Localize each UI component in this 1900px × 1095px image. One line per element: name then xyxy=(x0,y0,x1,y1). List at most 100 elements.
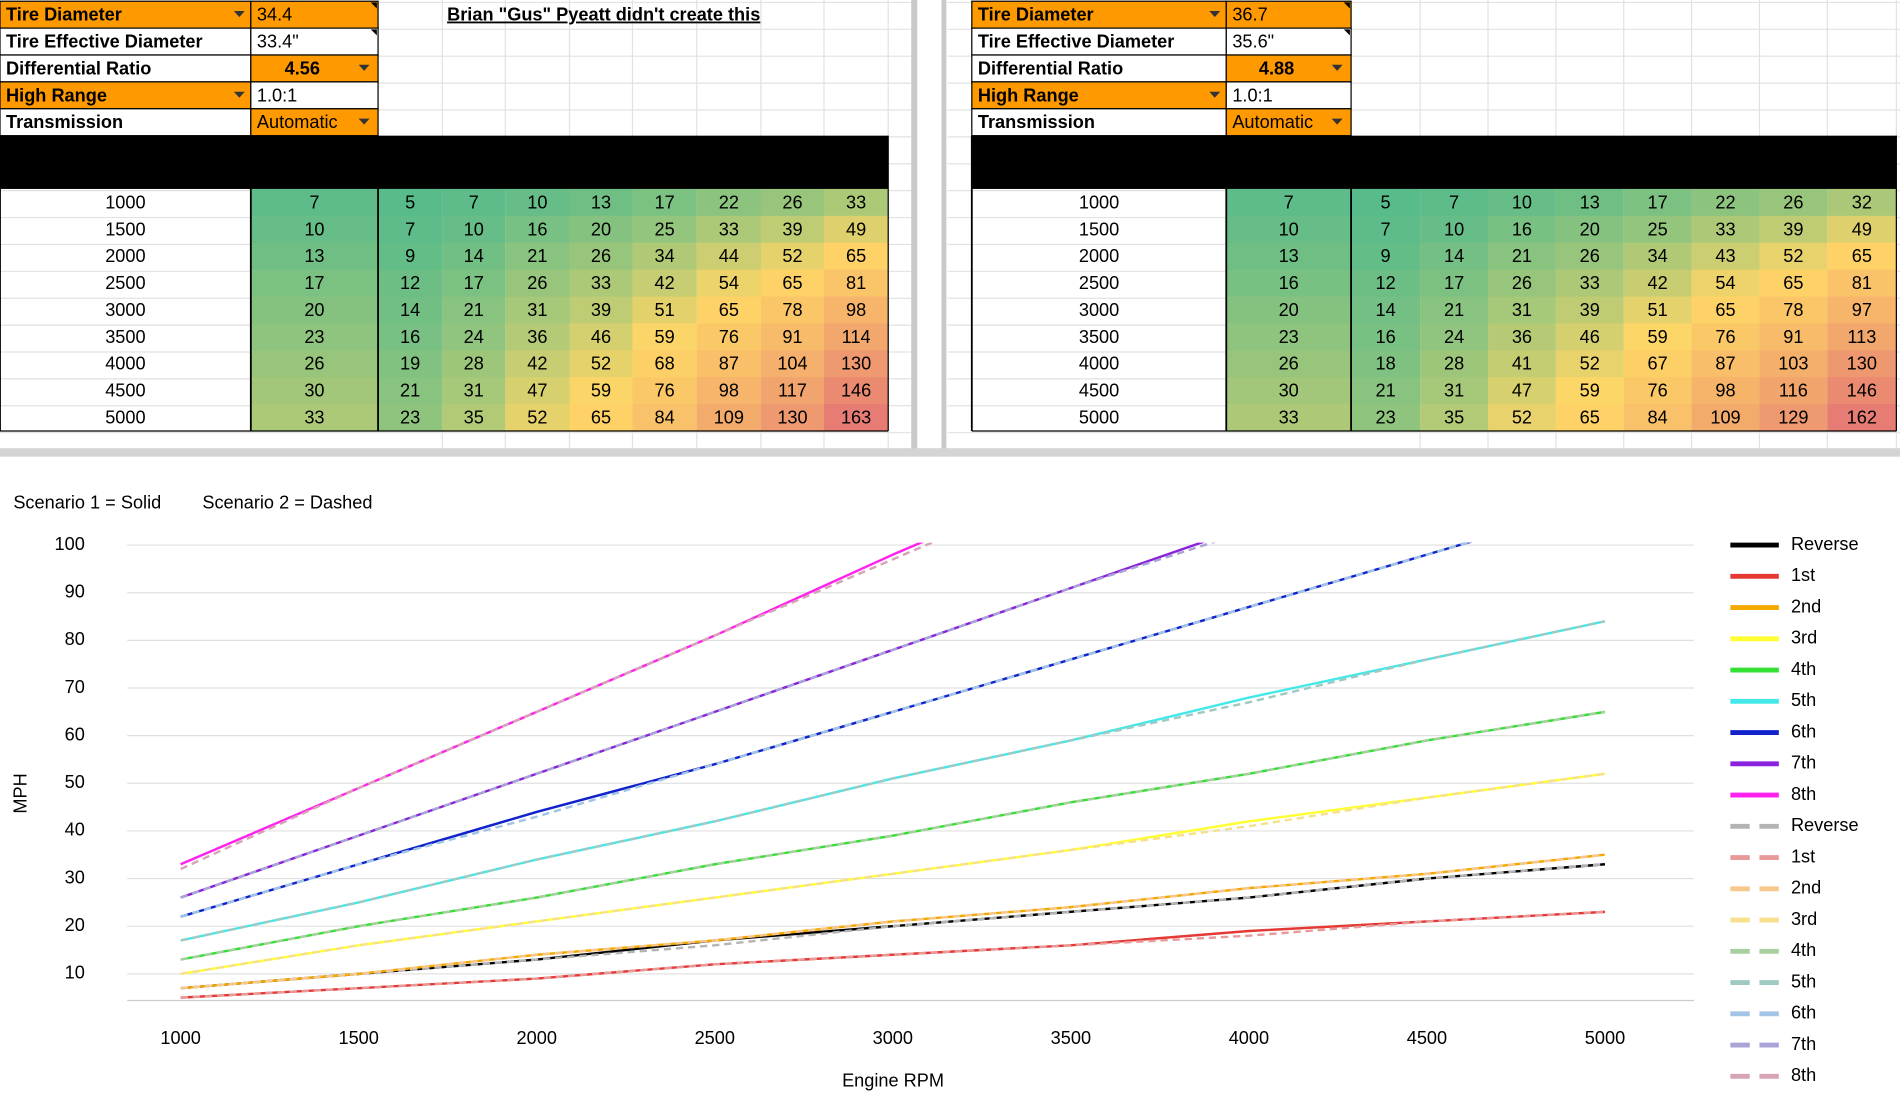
cell: 1000 xyxy=(105,192,145,212)
cell-bg xyxy=(823,296,889,325)
cell: 21 xyxy=(464,300,484,320)
dropdown-arrow xyxy=(1331,64,1343,71)
series-line xyxy=(180,710,1606,961)
cell-bg xyxy=(1623,377,1692,405)
legend-label: 2nd xyxy=(1791,596,1821,616)
setting-label: Differential Ratio xyxy=(978,58,1123,78)
cell: 51 xyxy=(655,300,675,320)
series-line xyxy=(180,910,1606,999)
cell-bg xyxy=(632,377,697,405)
cell-bg xyxy=(250,215,379,244)
cell-bg xyxy=(823,377,889,405)
cell: 22 xyxy=(1715,192,1735,212)
cell: 10 xyxy=(527,192,547,212)
cell: 2000 xyxy=(1079,246,1119,266)
cell-bg xyxy=(378,215,443,244)
cell-bg xyxy=(250,377,379,405)
cell: 34 xyxy=(1648,246,1668,266)
column-header: 1st xyxy=(1372,164,1398,184)
cell: 23 xyxy=(1376,408,1396,428)
cell-bg xyxy=(1555,404,1624,432)
legend-label: 6th xyxy=(1791,1003,1816,1023)
cell: 87 xyxy=(719,354,739,374)
cell: 39 xyxy=(782,219,802,239)
cell-bg xyxy=(250,269,379,298)
cell-bg xyxy=(1827,350,1897,378)
cell: 3500 xyxy=(105,327,145,347)
cell: 32 xyxy=(1852,192,1872,212)
setting-label: High Range xyxy=(978,85,1079,105)
cell: 163 xyxy=(841,408,871,428)
setting-label-cell xyxy=(971,27,1227,56)
cell: 13 xyxy=(591,192,611,212)
setting-value: 1.0:1 xyxy=(1232,85,1272,105)
pane-separator xyxy=(941,0,947,456)
cell-bg xyxy=(569,404,633,432)
cell: 65 xyxy=(1580,408,1600,428)
cell-bg xyxy=(1623,269,1692,298)
cell: 91 xyxy=(1783,327,1803,347)
cell: 25 xyxy=(1648,219,1668,239)
cell-bg xyxy=(1226,296,1352,325)
column-header: 5th xyxy=(651,164,678,184)
cell-bg xyxy=(378,242,443,271)
cell: 10 xyxy=(1512,192,1532,212)
cell: 14 xyxy=(464,246,484,266)
cell: 20 xyxy=(304,300,324,320)
cell: 23 xyxy=(304,327,324,347)
cell-bg xyxy=(760,188,824,217)
setting-label: High Range xyxy=(6,85,107,105)
cell-bg xyxy=(760,242,824,271)
cell-bg xyxy=(1420,350,1489,378)
cell-bg xyxy=(442,296,506,325)
cell: 36 xyxy=(527,327,547,347)
cell-bg xyxy=(569,323,633,351)
cell: 24 xyxy=(464,327,484,347)
cell-bg xyxy=(378,350,443,378)
cell-bg xyxy=(1759,269,1828,298)
cell: 42 xyxy=(1648,273,1668,293)
cell: 14 xyxy=(1444,246,1464,266)
cell: 9 xyxy=(1381,246,1391,266)
cell: 31 xyxy=(464,381,484,401)
cell: 84 xyxy=(655,408,675,428)
cell-bg xyxy=(1420,188,1489,217)
setting-label: Tire Diameter xyxy=(6,5,122,25)
cell-bg xyxy=(442,350,506,378)
cell: 7 xyxy=(1449,192,1459,212)
cell: 13 xyxy=(304,246,324,266)
cell: 10 xyxy=(304,219,324,239)
cell-bg xyxy=(1488,404,1556,432)
cell: 117 xyxy=(778,381,807,401)
column-header: 5th xyxy=(1644,164,1671,184)
cell-bg xyxy=(1226,323,1352,351)
cell-bg xyxy=(378,377,443,405)
cell: 47 xyxy=(1512,381,1532,401)
cell: 52 xyxy=(591,354,611,374)
cell-bg xyxy=(505,404,570,432)
chart-note: Scenario 2 = Dashed xyxy=(202,493,372,513)
cell-bg xyxy=(1555,350,1624,378)
cell-bg xyxy=(1488,296,1556,325)
cell: 59 xyxy=(655,327,675,347)
series-line xyxy=(180,620,1606,942)
cell: 42 xyxy=(655,273,675,293)
dropdown-arrow xyxy=(358,118,370,125)
cell-bg xyxy=(569,269,633,298)
cell: 14 xyxy=(1376,300,1396,320)
setting-value-cell xyxy=(1225,27,1352,56)
cell: 30 xyxy=(304,381,324,401)
cell: 146 xyxy=(1847,381,1877,401)
cell: 9 xyxy=(405,246,415,266)
cell-bg xyxy=(1555,296,1624,325)
cell: 39 xyxy=(1580,300,1600,320)
cell: 81 xyxy=(1852,273,1872,293)
cell-bg xyxy=(1351,215,1421,244)
setting-label: Transmission xyxy=(978,112,1095,132)
cell: 41 xyxy=(1512,354,1532,374)
cell-bg xyxy=(1226,215,1352,244)
cell: 54 xyxy=(1715,273,1735,293)
cell: 76 xyxy=(1715,327,1735,347)
